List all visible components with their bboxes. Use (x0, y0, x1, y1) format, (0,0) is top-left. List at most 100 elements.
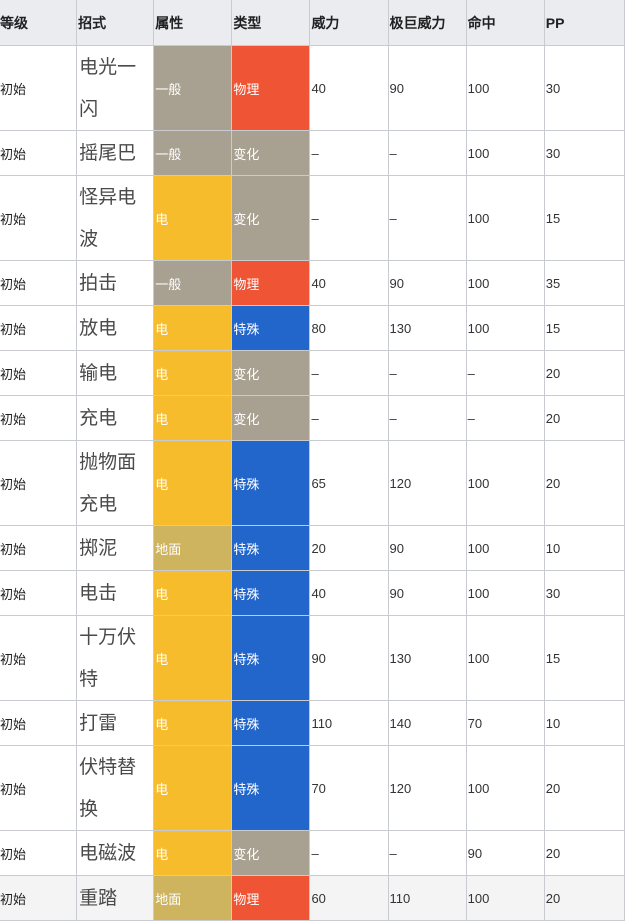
max-power-cell: 140 (387, 700, 467, 746)
table-row: 初始 抛物面充电 电 特殊 65 120 100 20 (0, 440, 625, 526)
table-row: 初始 伏特替换 电 特殊 70 120 100 20 (0, 745, 625, 831)
move-name-link[interactable]: 电击 (76, 570, 155, 616)
max-power-cell: 120 (387, 440, 467, 526)
category-badge: 变化 (231, 175, 311, 261)
header-row: 等级 招式 属性 类型 威力 极巨威力 命中 PP (0, 0, 625, 46)
pp-cell: 30 (543, 130, 625, 176)
type-badge[interactable]: 电 (153, 615, 233, 701)
category-badge: 物理 (231, 875, 311, 921)
move-name-link[interactable]: 抛物面充电 (76, 440, 155, 526)
max-power-cell: 90 (387, 570, 467, 616)
move-name-link[interactable]: 电光一闪 (76, 45, 155, 131)
power-cell: 40 (309, 570, 389, 616)
table-row: 初始 电磁波 电 变化 – – 90 20 (0, 830, 625, 876)
max-power-cell: – (387, 130, 467, 176)
header-type[interactable]: 属性 (153, 0, 233, 46)
pp-cell: 20 (543, 745, 625, 831)
move-name-link[interactable]: 怪异电波 (76, 175, 155, 261)
move-name-link[interactable]: 重踏 (76, 875, 155, 921)
level-cell: 初始 (0, 305, 78, 351)
pp-cell: 10 (543, 525, 625, 571)
table-row: 初始 打雷 电 特殊 110 140 70 10 (0, 700, 625, 746)
accuracy-cell: 100 (465, 175, 545, 261)
move-name-link[interactable]: 电磁波 (76, 830, 155, 876)
level-cell: 初始 (0, 830, 78, 876)
category-badge: 变化 (231, 350, 311, 396)
type-badge[interactable]: 地面 (153, 525, 233, 571)
move-name-link[interactable]: 打雷 (76, 700, 155, 746)
table-row: 初始 输电 电 变化 – – – 20 (0, 350, 625, 396)
table-row: 初始 拍击 一般 物理 40 90 100 35 (0, 260, 625, 306)
table-row: 初始 充电 电 变化 – – – 20 (0, 395, 625, 441)
type-badge[interactable]: 电 (153, 440, 233, 526)
header-accuracy[interactable]: 命中 (465, 0, 545, 46)
pp-cell: 20 (543, 395, 625, 441)
accuracy-cell: 100 (465, 130, 545, 176)
max-power-cell: – (387, 395, 467, 441)
level-cell: 初始 (0, 570, 78, 616)
move-name-link[interactable]: 充电 (76, 395, 155, 441)
move-name-link[interactable]: 掷泥 (76, 525, 155, 571)
accuracy-cell: 100 (465, 875, 545, 921)
category-badge: 物理 (231, 260, 311, 306)
table-row: 初始 放电 电 特殊 80 130 100 15 (0, 305, 625, 351)
header-max-power[interactable]: 极巨威力 (387, 0, 467, 46)
type-badge[interactable]: 电 (153, 830, 233, 876)
accuracy-cell: 100 (465, 305, 545, 351)
pp-cell: 10 (543, 700, 625, 746)
category-badge: 特殊 (231, 305, 311, 351)
move-name-link[interactable]: 输电 (76, 350, 155, 396)
category-badge: 特殊 (231, 525, 311, 571)
type-badge[interactable]: 电 (153, 350, 233, 396)
header-category[interactable]: 类型 (231, 0, 311, 46)
max-power-cell: – (387, 830, 467, 876)
type-badge[interactable]: 电 (153, 175, 233, 261)
move-name-link[interactable]: 摇尾巴 (76, 130, 155, 176)
header-pp[interactable]: PP (543, 0, 625, 46)
type-badge[interactable]: 一般 (153, 260, 233, 306)
max-power-cell: – (387, 175, 467, 261)
level-cell: 初始 (0, 875, 78, 921)
pp-cell: 20 (543, 350, 625, 396)
power-cell: 40 (309, 45, 389, 131)
power-cell: 60 (309, 875, 389, 921)
move-name-link[interactable]: 放电 (76, 305, 155, 351)
level-cell: 初始 (0, 440, 78, 526)
accuracy-cell: 100 (465, 525, 545, 571)
accuracy-cell: 100 (465, 260, 545, 306)
max-power-cell: 90 (387, 45, 467, 131)
level-cell: 初始 (0, 745, 78, 831)
category-badge: 特殊 (231, 700, 311, 746)
type-badge[interactable]: 电 (153, 700, 233, 746)
category-badge: 特殊 (231, 570, 311, 616)
power-cell: – (309, 830, 389, 876)
pp-cell: 30 (543, 570, 625, 616)
type-badge[interactable]: 一般 (153, 45, 233, 131)
type-badge[interactable]: 地面 (153, 875, 233, 921)
header-level[interactable]: 等级 (0, 0, 78, 46)
max-power-cell: 90 (387, 525, 467, 571)
move-name-link[interactable]: 十万伏特 (76, 615, 155, 701)
power-cell: – (309, 350, 389, 396)
category-badge: 特殊 (231, 440, 311, 526)
type-badge[interactable]: 电 (153, 745, 233, 831)
table-row: 初始 怪异电波 电 变化 – – 100 15 (0, 175, 625, 261)
power-cell: – (309, 175, 389, 261)
type-badge[interactable]: 一般 (153, 130, 233, 176)
type-badge[interactable]: 电 (153, 305, 233, 351)
accuracy-cell: 100 (465, 570, 545, 616)
type-badge[interactable]: 电 (153, 395, 233, 441)
pp-cell: 15 (543, 305, 625, 351)
pp-cell: 20 (543, 440, 625, 526)
type-badge[interactable]: 电 (153, 570, 233, 616)
move-name-link[interactable]: 伏特替换 (76, 745, 155, 831)
pp-cell: 15 (543, 615, 625, 701)
max-power-cell: 110 (387, 875, 467, 921)
move-name-link[interactable]: 拍击 (76, 260, 155, 306)
power-cell: 80 (309, 305, 389, 351)
pp-cell: 20 (543, 875, 625, 921)
header-move[interactable]: 招式 (76, 0, 155, 46)
header-power[interactable]: 威力 (309, 0, 389, 46)
accuracy-cell: – (465, 350, 545, 396)
